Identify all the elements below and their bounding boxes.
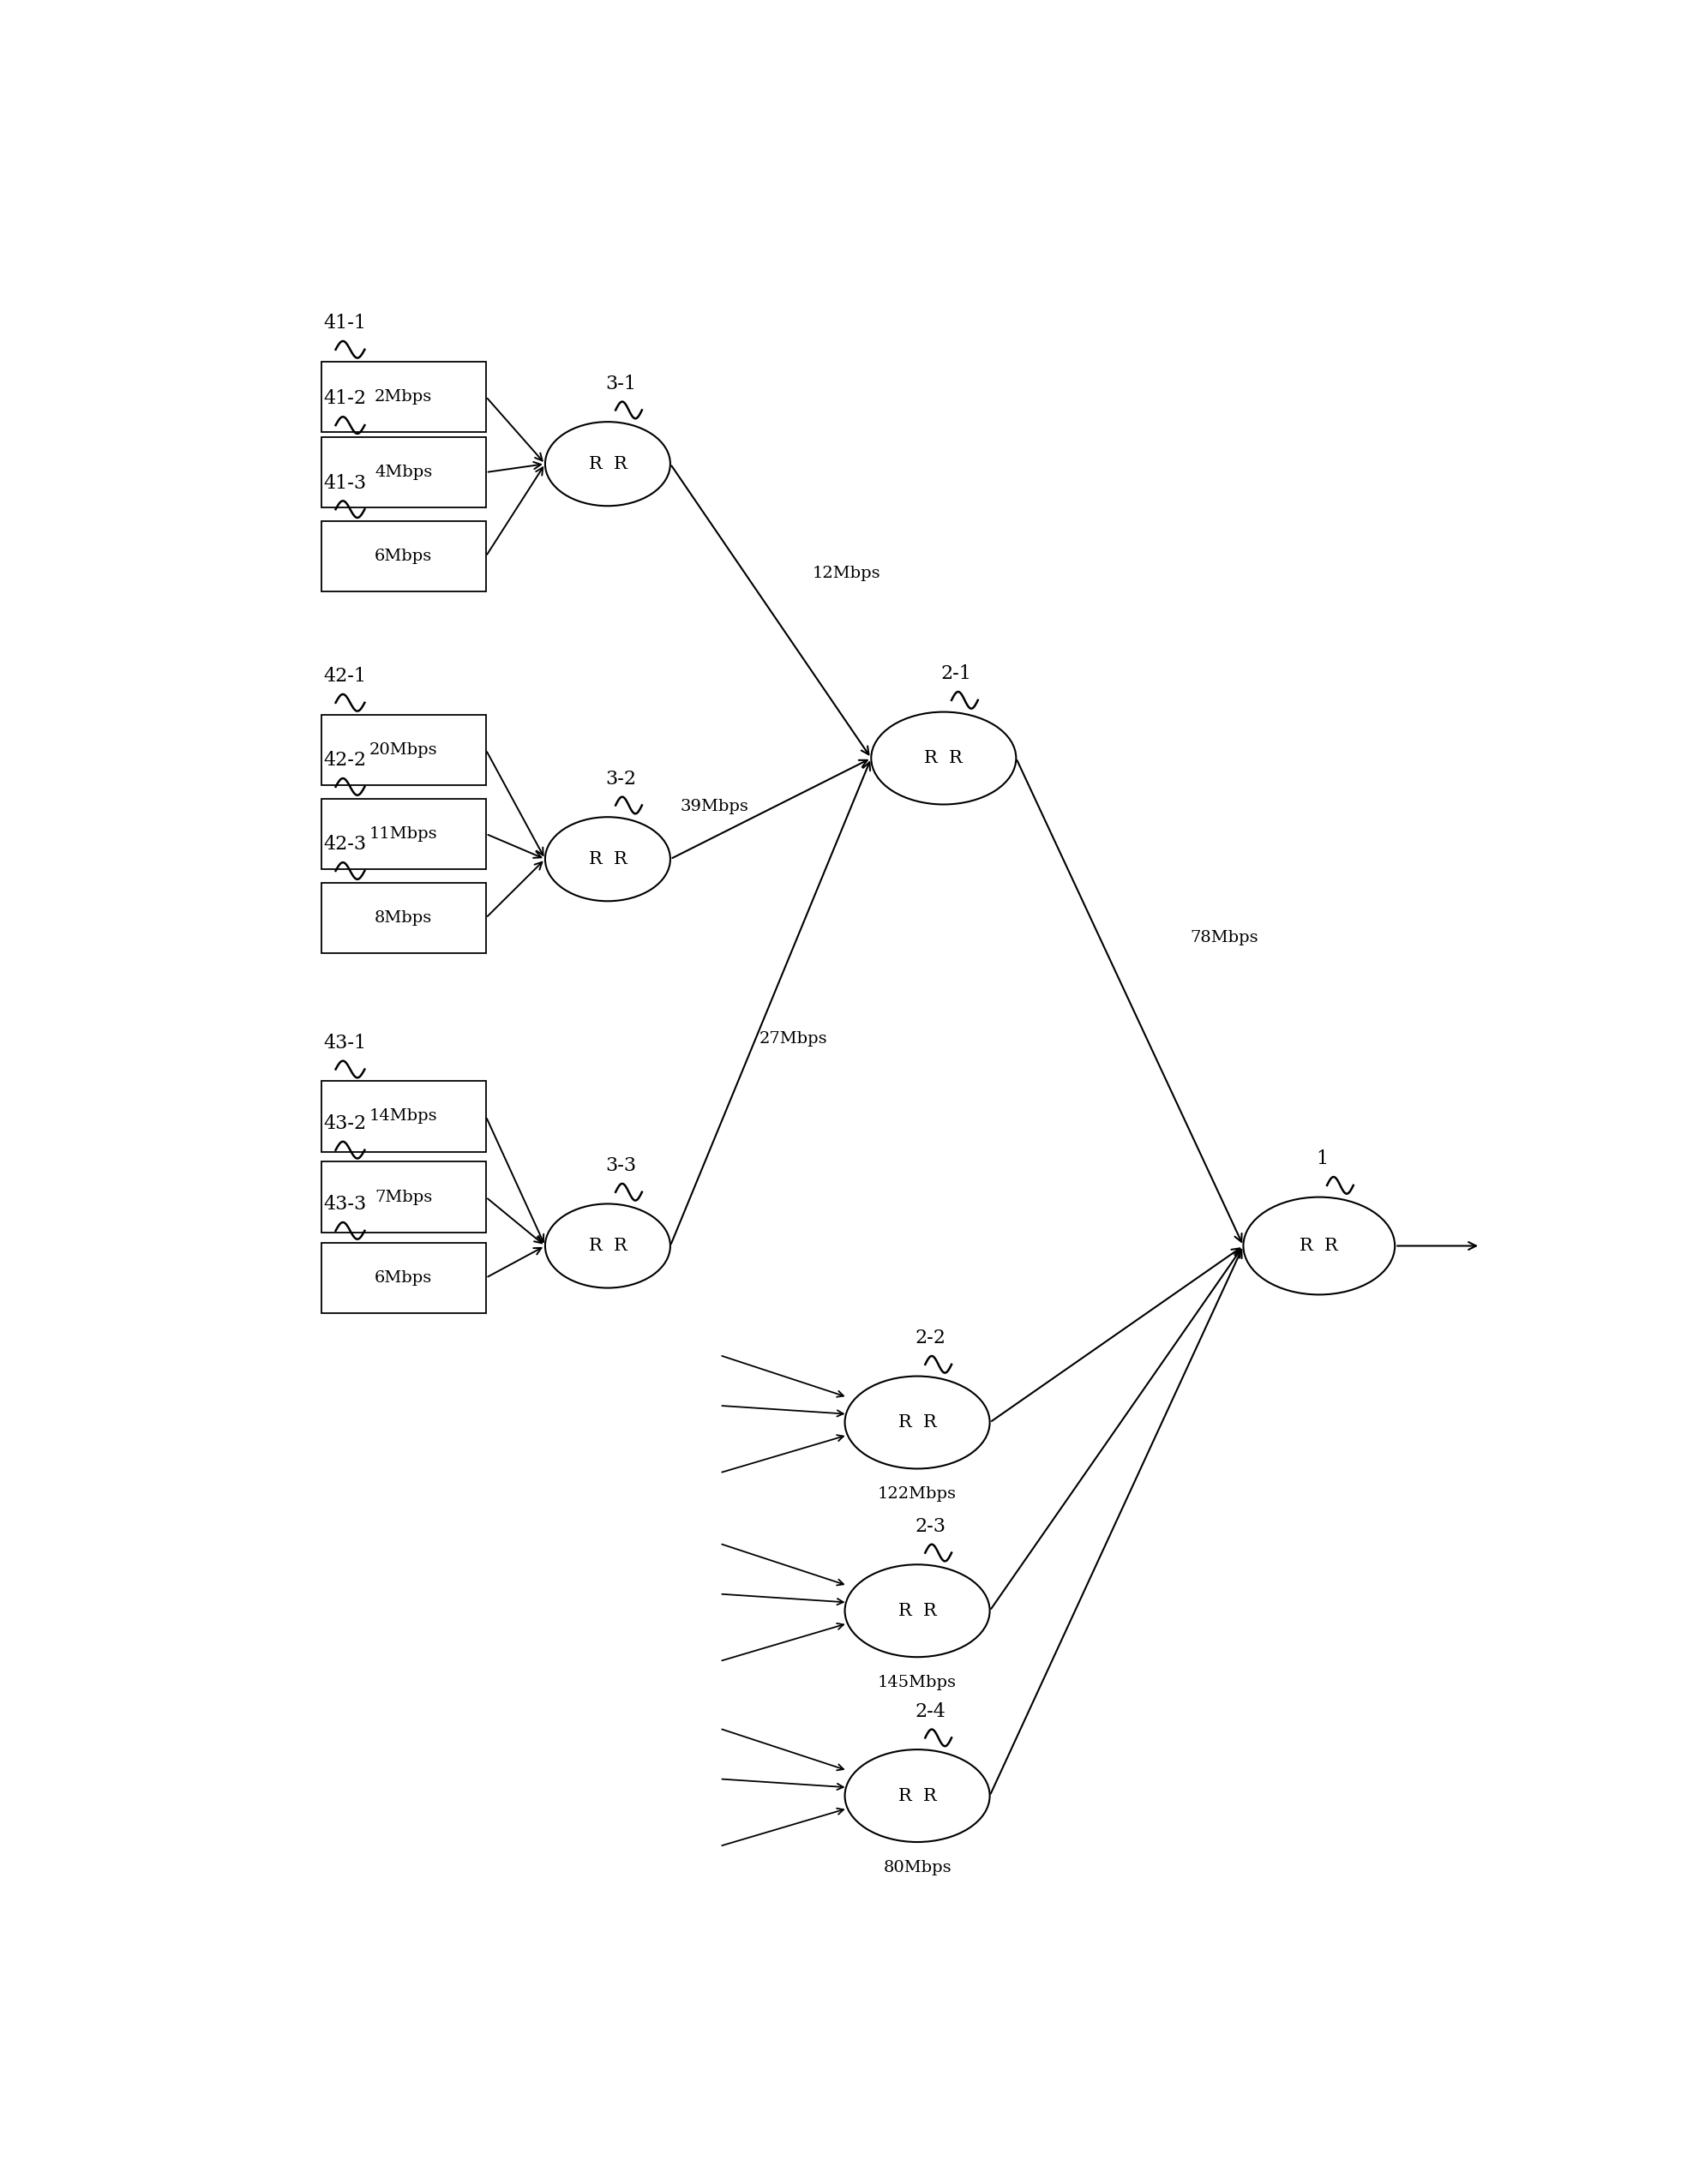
- FancyBboxPatch shape: [321, 799, 486, 869]
- Text: R  R: R R: [897, 1789, 936, 1804]
- Ellipse shape: [844, 1376, 989, 1468]
- FancyBboxPatch shape: [321, 1081, 486, 1151]
- Text: 42-3: 42-3: [323, 834, 367, 854]
- Text: R  R: R R: [1300, 1238, 1337, 1254]
- Text: R  R: R R: [588, 456, 627, 472]
- Text: 6Mbps: 6Mbps: [374, 548, 432, 563]
- Text: 145Mbps: 145Mbps: [877, 1675, 957, 1690]
- Text: R  R: R R: [897, 1603, 936, 1618]
- Text: 2-1: 2-1: [941, 664, 972, 684]
- Text: 3-2: 3-2: [605, 769, 635, 788]
- Text: 6Mbps: 6Mbps: [374, 1271, 432, 1286]
- Text: 41-1: 41-1: [323, 314, 367, 332]
- FancyBboxPatch shape: [321, 1243, 486, 1313]
- Text: 41-3: 41-3: [323, 474, 367, 491]
- Ellipse shape: [545, 817, 669, 902]
- Text: 11Mbps: 11Mbps: [369, 826, 437, 841]
- FancyBboxPatch shape: [321, 522, 486, 592]
- Text: 43-1: 43-1: [323, 1033, 367, 1053]
- Text: 20Mbps: 20Mbps: [369, 743, 437, 758]
- Ellipse shape: [844, 1564, 989, 1658]
- Text: 80Mbps: 80Mbps: [883, 1861, 951, 1876]
- Text: 39Mbps: 39Mbps: [680, 799, 748, 815]
- Text: 2Mbps: 2Mbps: [374, 389, 432, 404]
- Text: 12Mbps: 12Mbps: [812, 566, 880, 581]
- Text: 2-3: 2-3: [914, 1518, 945, 1535]
- Text: 78Mbps: 78Mbps: [1189, 930, 1257, 946]
- Ellipse shape: [870, 712, 1016, 804]
- Text: 8Mbps: 8Mbps: [374, 911, 432, 926]
- Text: R  R: R R: [588, 852, 627, 867]
- Text: 7Mbps: 7Mbps: [374, 1190, 432, 1206]
- Text: 14Mbps: 14Mbps: [369, 1109, 437, 1125]
- Text: 42-1: 42-1: [323, 666, 367, 686]
- Text: 27Mbps: 27Mbps: [759, 1031, 827, 1046]
- Ellipse shape: [545, 422, 669, 507]
- Text: 42-2: 42-2: [323, 751, 367, 771]
- Text: 2-2: 2-2: [914, 1328, 945, 1348]
- Text: 1: 1: [1315, 1149, 1329, 1168]
- FancyBboxPatch shape: [321, 360, 486, 432]
- FancyBboxPatch shape: [321, 882, 486, 952]
- FancyBboxPatch shape: [321, 1162, 486, 1232]
- Text: 43-3: 43-3: [323, 1195, 367, 1214]
- Text: 3-3: 3-3: [605, 1155, 635, 1175]
- Text: 3-1: 3-1: [605, 373, 635, 393]
- Ellipse shape: [1242, 1197, 1395, 1295]
- Text: 122Mbps: 122Mbps: [877, 1487, 957, 1503]
- Text: 43-2: 43-2: [323, 1114, 367, 1133]
- FancyBboxPatch shape: [321, 437, 486, 507]
- Text: 2-4: 2-4: [914, 1701, 945, 1721]
- Ellipse shape: [844, 1749, 989, 1841]
- Text: 41-2: 41-2: [323, 389, 367, 408]
- Text: R  R: R R: [924, 749, 962, 767]
- Text: R  R: R R: [897, 1415, 936, 1431]
- Ellipse shape: [545, 1203, 669, 1289]
- Text: R  R: R R: [588, 1238, 627, 1254]
- FancyBboxPatch shape: [321, 714, 486, 784]
- Text: 4Mbps: 4Mbps: [374, 465, 432, 480]
